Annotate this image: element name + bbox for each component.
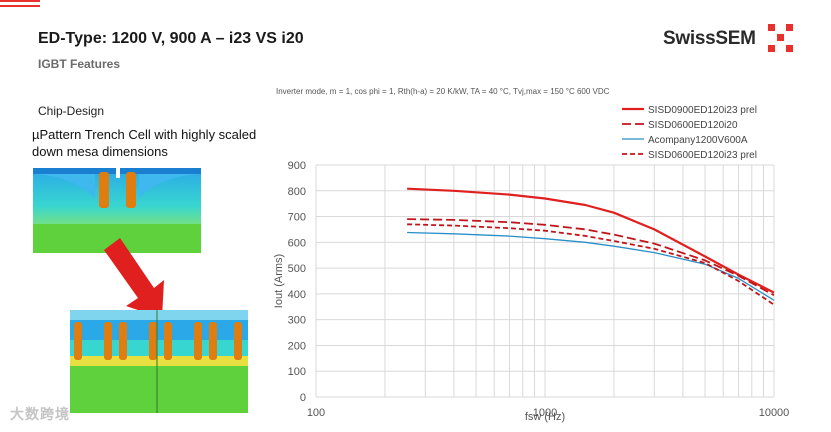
y-tick-label: 0 <box>300 392 306 404</box>
x-tick-label: 100 <box>307 407 325 419</box>
series-line <box>407 187 775 294</box>
y-tick-label: 600 <box>288 237 306 249</box>
y-axis-label: Iout (Arms) <box>273 254 285 308</box>
chip-design-description: µPattern Trench Cell with highly scaled … <box>32 127 257 159</box>
legend-label: Acompany1200V600A <box>648 135 748 146</box>
watermark-text: 大数跨境 <box>10 406 70 422</box>
y-tick-label: 300 <box>288 315 306 327</box>
series-line <box>407 223 775 306</box>
operating-conditions-note: Inverter mode, m = 1, cos phi = 1, Rth(h… <box>276 87 610 96</box>
y-tick-label: 800 <box>288 186 306 198</box>
chip-cell-simulation-image <box>33 168 201 253</box>
y-tick-label: 500 <box>288 263 306 275</box>
micropattern-cell-simulation-image <box>70 310 248 413</box>
x-axis-label: fsw (Hz) <box>525 411 565 423</box>
y-tick-label: 200 <box>288 340 306 352</box>
series-line <box>407 218 775 296</box>
legend-label: SISD0900ED120i23 prel <box>648 105 757 116</box>
legend-label: SISD0600ED120i20 <box>648 120 738 131</box>
chip-design-heading: Chip-Design <box>38 104 105 118</box>
y-tick-label: 700 <box>288 212 306 224</box>
red-arrow-icon <box>104 238 164 318</box>
x-tick-label: 1000 <box>533 407 557 419</box>
brand-logo-text: SwissSEM <box>663 28 756 49</box>
y-tick-label: 400 <box>288 289 306 301</box>
x-tick-label: 10000 <box>759 407 790 419</box>
swiss-cross-logo-icon <box>768 24 793 52</box>
y-tick-label: 900 <box>288 160 306 172</box>
accent-stripes <box>0 0 40 10</box>
legend-label: SISD0600ED120i23 prel <box>648 150 757 161</box>
y-tick-label: 100 <box>288 366 306 378</box>
slide-title: ED-Type: 1200 V, 900 A – i23 VS i20 <box>38 30 304 47</box>
slide-subtitle: IGBT Features <box>38 57 121 71</box>
